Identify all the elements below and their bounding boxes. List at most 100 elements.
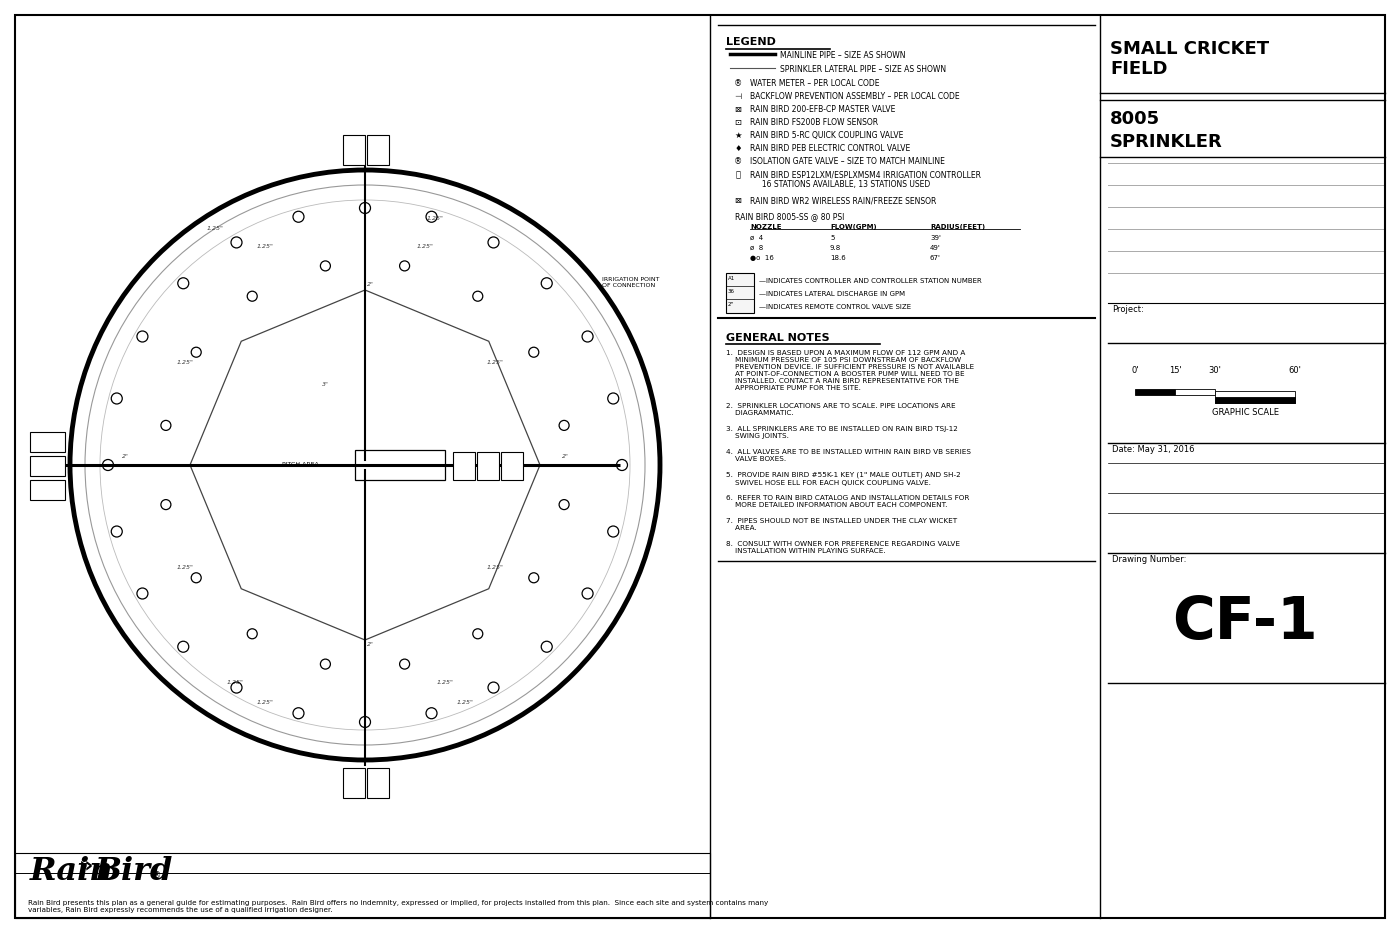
Text: Rain: Rain [29, 856, 113, 887]
Text: —INDICATES LATERAL DISCHARGE IN GPM: —INDICATES LATERAL DISCHARGE IN GPM [759, 291, 906, 297]
Text: A-4: A-4 [461, 454, 468, 459]
Text: 8.  CONSULT WITH OWNER FOR PREFERENCE REGARDING VALVE
    INSTALLATION WITHIN PL: 8. CONSULT WITH OWNER FOR PREFERENCE REG… [727, 541, 960, 554]
Text: WATER METER – PER LOCAL CODE: WATER METER – PER LOCAL CODE [750, 79, 879, 88]
Text: CF-1: CF-1 [1172, 594, 1317, 651]
Bar [367, 768, 389, 798]
Text: 5: 5 [830, 235, 834, 241]
Text: 1.25": 1.25" [427, 216, 444, 220]
Text: MAINLINE PIPE – SIZE AS SHOWN: MAINLINE PIPE – SIZE AS SHOWN [780, 51, 906, 60]
Text: 9.8: 9.8 [484, 464, 491, 468]
Text: 4.  ALL VALVES ARE TO BE INSTALLED WITHIN RAIN BIRD VB SERIES
    VALVE BOXES.: 4. ALL VALVES ARE TO BE INSTALLED WITHIN… [727, 449, 972, 462]
Text: ®: ® [734, 79, 742, 88]
Text: 9.8: 9.8 [374, 781, 382, 786]
Text: ®: ® [734, 157, 742, 166]
Text: ⊣: ⊣ [735, 92, 742, 101]
Text: GRAPHIC SCALE: GRAPHIC SCALE [1211, 408, 1278, 417]
Text: 9.8: 9.8 [830, 245, 841, 251]
Text: 67': 67' [930, 255, 941, 261]
Text: RAIN BIRD WR2 WIRELESS RAIN/FREEZE SENSOR: RAIN BIRD WR2 WIRELESS RAIN/FREEZE SENSO… [750, 196, 937, 205]
Text: 2": 2" [351, 157, 357, 161]
Text: 2": 2" [375, 157, 381, 161]
Text: RAIN BIRD 200-EFB-CP MASTER VALVE: RAIN BIRD 200-EFB-CP MASTER VALVE [750, 105, 896, 114]
Bar [1135, 389, 1175, 395]
Text: 1.25": 1.25" [207, 226, 224, 230]
Text: 1.25": 1.25" [227, 680, 244, 686]
Text: 1.25": 1.25" [487, 360, 504, 365]
Text: ⊠: ⊠ [735, 105, 742, 114]
Text: Drawing Number:: Drawing Number: [1112, 555, 1186, 564]
Text: 15': 15' [1169, 366, 1182, 375]
Text: Bird: Bird [95, 856, 174, 887]
Text: NOZZLE: NOZZLE [750, 224, 781, 230]
Bar [343, 135, 365, 165]
Text: —INDICATES CONTROLLER AND CONTROLLER STATION NUMBER: —INDICATES CONTROLLER AND CONTROLLER STA… [759, 278, 981, 284]
Text: 2": 2" [510, 472, 515, 478]
Bar [343, 768, 365, 798]
Text: 1.25": 1.25" [456, 700, 473, 704]
Text: 60': 60' [1288, 366, 1302, 375]
Text: 8005: 8005 [1110, 110, 1161, 128]
Text: 2": 2" [462, 472, 466, 478]
Text: RAIN BIRD 8005-SS @ 80 PSI: RAIN BIRD 8005-SS @ 80 PSI [735, 212, 844, 221]
Text: 1.25": 1.25" [256, 244, 273, 249]
Text: ⊠: ⊠ [735, 196, 742, 205]
Text: 36: 36 [728, 289, 735, 294]
Text: 3.  ALL SPRINKLERS ARE TO BE INSTALLED ON RAIN BIRD TSJ-12
    SWING JOINTS.: 3. ALL SPRINKLERS ARE TO BE INSTALLED ON… [727, 426, 958, 439]
Text: SMALL CRICKET: SMALL CRICKET [1110, 40, 1270, 58]
Text: »: » [78, 855, 94, 875]
Text: A-1: A-1 [350, 138, 358, 144]
Bar [1215, 391, 1295, 403]
Text: 49': 49' [930, 245, 941, 251]
Text: 1.25": 1.25" [417, 244, 434, 249]
Bar [29, 480, 64, 500]
Text: ⊡: ⊡ [735, 118, 742, 127]
Bar [29, 456, 64, 476]
Text: PITCH AREA: PITCH AREA [281, 463, 318, 467]
Text: 2": 2" [728, 302, 734, 307]
Text: 1.25": 1.25" [176, 565, 193, 570]
Text: GENERAL NOTES: GENERAL NOTES [727, 333, 830, 343]
Text: RAIN BIRD 5-RC QUICK COUPLING VALVE: RAIN BIRD 5-RC QUICK COUPLING VALVE [750, 131, 903, 140]
Text: A-11: A-11 [349, 772, 360, 776]
Text: ®: ® [153, 871, 161, 880]
Text: FIELD: FIELD [1110, 60, 1168, 78]
Text: FLOW(GPM): FLOW(GPM) [830, 224, 876, 230]
Text: 0': 0' [1131, 366, 1138, 375]
Text: 2": 2" [351, 789, 357, 795]
Text: 18.6: 18.6 [830, 255, 846, 261]
Text: ★: ★ [734, 131, 742, 140]
Bar [15, 853, 710, 918]
Text: 30': 30' [1208, 366, 1221, 375]
Text: BACKFLOW PREVENTION ASSEMBLY – PER LOCAL CODE: BACKFLOW PREVENTION ASSEMBLY – PER LOCAL… [750, 92, 959, 101]
Text: 2": 2" [367, 643, 374, 648]
Text: A-6: A-6 [508, 454, 517, 459]
Text: Rain Bird presents this plan as a general guide for estimating purposes.  Rain B: Rain Bird presents this plan as a genera… [28, 900, 769, 913]
Text: ●o  16: ●o 16 [750, 255, 774, 261]
Bar [356, 450, 445, 480]
Text: RAIN BIRD ESP12LXM/ESPLXMSM4 IRRIGATION CONTROLLER
     16 STATIONS AVAILABLE, 1: RAIN BIRD ESP12LXM/ESPLXMSM4 IRRIGATION … [750, 170, 981, 189]
Text: ø  4: ø 4 [750, 235, 763, 241]
Bar [1215, 397, 1295, 403]
Text: A-5: A-5 [484, 454, 491, 459]
Text: 2": 2" [367, 283, 374, 287]
Text: A1: A1 [728, 276, 735, 281]
Text: A-2: A-2 [374, 138, 382, 144]
Text: Date: May 31, 2016: Date: May 31, 2016 [1112, 445, 1194, 454]
Bar [727, 273, 755, 313]
Text: 9.8: 9.8 [508, 464, 515, 468]
Text: 2": 2" [375, 789, 381, 795]
Text: 9.8: 9.8 [374, 147, 382, 152]
Text: RAIN BIRD PEB ELECTRIC CONTROL VALVE: RAIN BIRD PEB ELECTRIC CONTROL VALVE [750, 144, 910, 153]
Text: 7.  PIPES SHOULD NOT BE INSTALLED UNDER THE CLAY WICKET
    AREA.: 7. PIPES SHOULD NOT BE INSTALLED UNDER T… [727, 518, 958, 531]
Text: SPRINKLER: SPRINKLER [1110, 133, 1222, 151]
Text: 1.25": 1.25" [256, 700, 273, 704]
Text: —INDICATES REMOTE CONTROL VALVE SIZE: —INDICATES REMOTE CONTROL VALVE SIZE [759, 304, 911, 310]
Text: 9.8: 9.8 [461, 464, 468, 468]
Text: IRRIGATION POINT
OF CONNECTION: IRRIGATION POINT OF CONNECTION [602, 277, 659, 287]
Text: ♦: ♦ [734, 144, 742, 153]
Bar [501, 452, 524, 480]
Bar [29, 432, 64, 452]
Bar [1175, 389, 1215, 395]
Text: 5.  PROVIDE RAIN BIRD #55K-1 KEY (1" MALE OUTLET) AND SH-2
    SWIVEL HOSE ELL F: 5. PROVIDE RAIN BIRD #55K-1 KEY (1" MALE… [727, 472, 960, 485]
Text: 9.8: 9.8 [350, 781, 358, 786]
